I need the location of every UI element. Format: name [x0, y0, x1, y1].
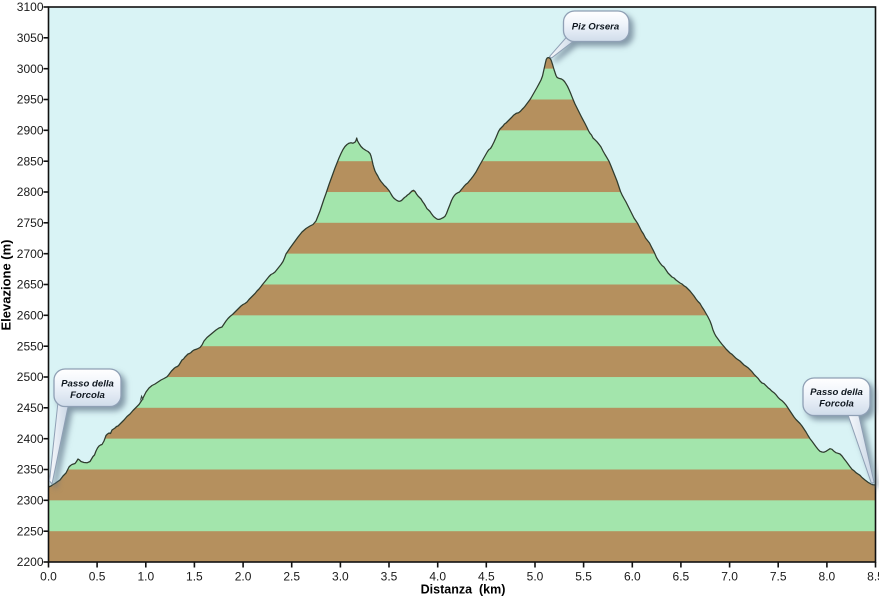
svg-text:3.5: 3.5 — [381, 570, 398, 584]
svg-text:2600: 2600 — [17, 309, 44, 323]
svg-text:2350: 2350 — [17, 463, 44, 477]
svg-text:2.5: 2.5 — [283, 570, 300, 584]
svg-text:2300: 2300 — [17, 494, 44, 508]
svg-text:2550: 2550 — [17, 339, 44, 353]
svg-text:6.5: 6.5 — [673, 570, 690, 584]
svg-text:0.0: 0.0 — [40, 570, 57, 584]
svg-text:2400: 2400 — [17, 432, 44, 446]
svg-text:3.0: 3.0 — [332, 570, 349, 584]
svg-text:2200: 2200 — [17, 555, 44, 569]
svg-text:7.0: 7.0 — [721, 570, 738, 584]
svg-text:2700: 2700 — [17, 247, 44, 261]
svg-text:Passo della: Passo della — [61, 379, 114, 390]
svg-text:2650: 2650 — [17, 278, 44, 292]
svg-text:2250: 2250 — [17, 524, 44, 538]
svg-text:0.5: 0.5 — [89, 570, 106, 584]
svg-text:2500: 2500 — [17, 370, 44, 384]
svg-text:4.5: 4.5 — [478, 570, 495, 584]
svg-text:8.5: 8.5 — [867, 570, 879, 584]
svg-text:Elevazione (m): Elevazione (m) — [0, 239, 14, 330]
svg-text:2750: 2750 — [17, 216, 44, 230]
svg-text:Passo della: Passo della — [810, 387, 863, 398]
svg-text:2.0: 2.0 — [235, 570, 252, 584]
svg-text:2450: 2450 — [17, 401, 44, 415]
svg-text:5.0: 5.0 — [527, 570, 544, 584]
svg-text:8.0: 8.0 — [819, 570, 836, 584]
svg-text:Piz Orsera: Piz Orsera — [572, 22, 620, 33]
svg-text:1.0: 1.0 — [137, 570, 154, 584]
svg-text:2900: 2900 — [17, 124, 44, 138]
svg-text:2950: 2950 — [17, 93, 44, 107]
svg-text:3100: 3100 — [17, 0, 44, 14]
svg-text:6.0: 6.0 — [624, 570, 641, 584]
svg-text:1.5: 1.5 — [186, 570, 203, 584]
svg-text:2800: 2800 — [17, 185, 44, 199]
svg-text:2850: 2850 — [17, 154, 44, 168]
svg-text:3000: 3000 — [17, 62, 44, 76]
svg-text:Forcola: Forcola — [70, 390, 105, 401]
svg-text:3050: 3050 — [17, 31, 44, 45]
svg-text:Forcola: Forcola — [819, 399, 854, 410]
svg-text:Distanza (km): Distanza (km) — [421, 583, 506, 597]
svg-text:4.0: 4.0 — [429, 570, 446, 584]
svg-text:5.5: 5.5 — [575, 570, 592, 584]
svg-text:7.5: 7.5 — [770, 570, 787, 584]
